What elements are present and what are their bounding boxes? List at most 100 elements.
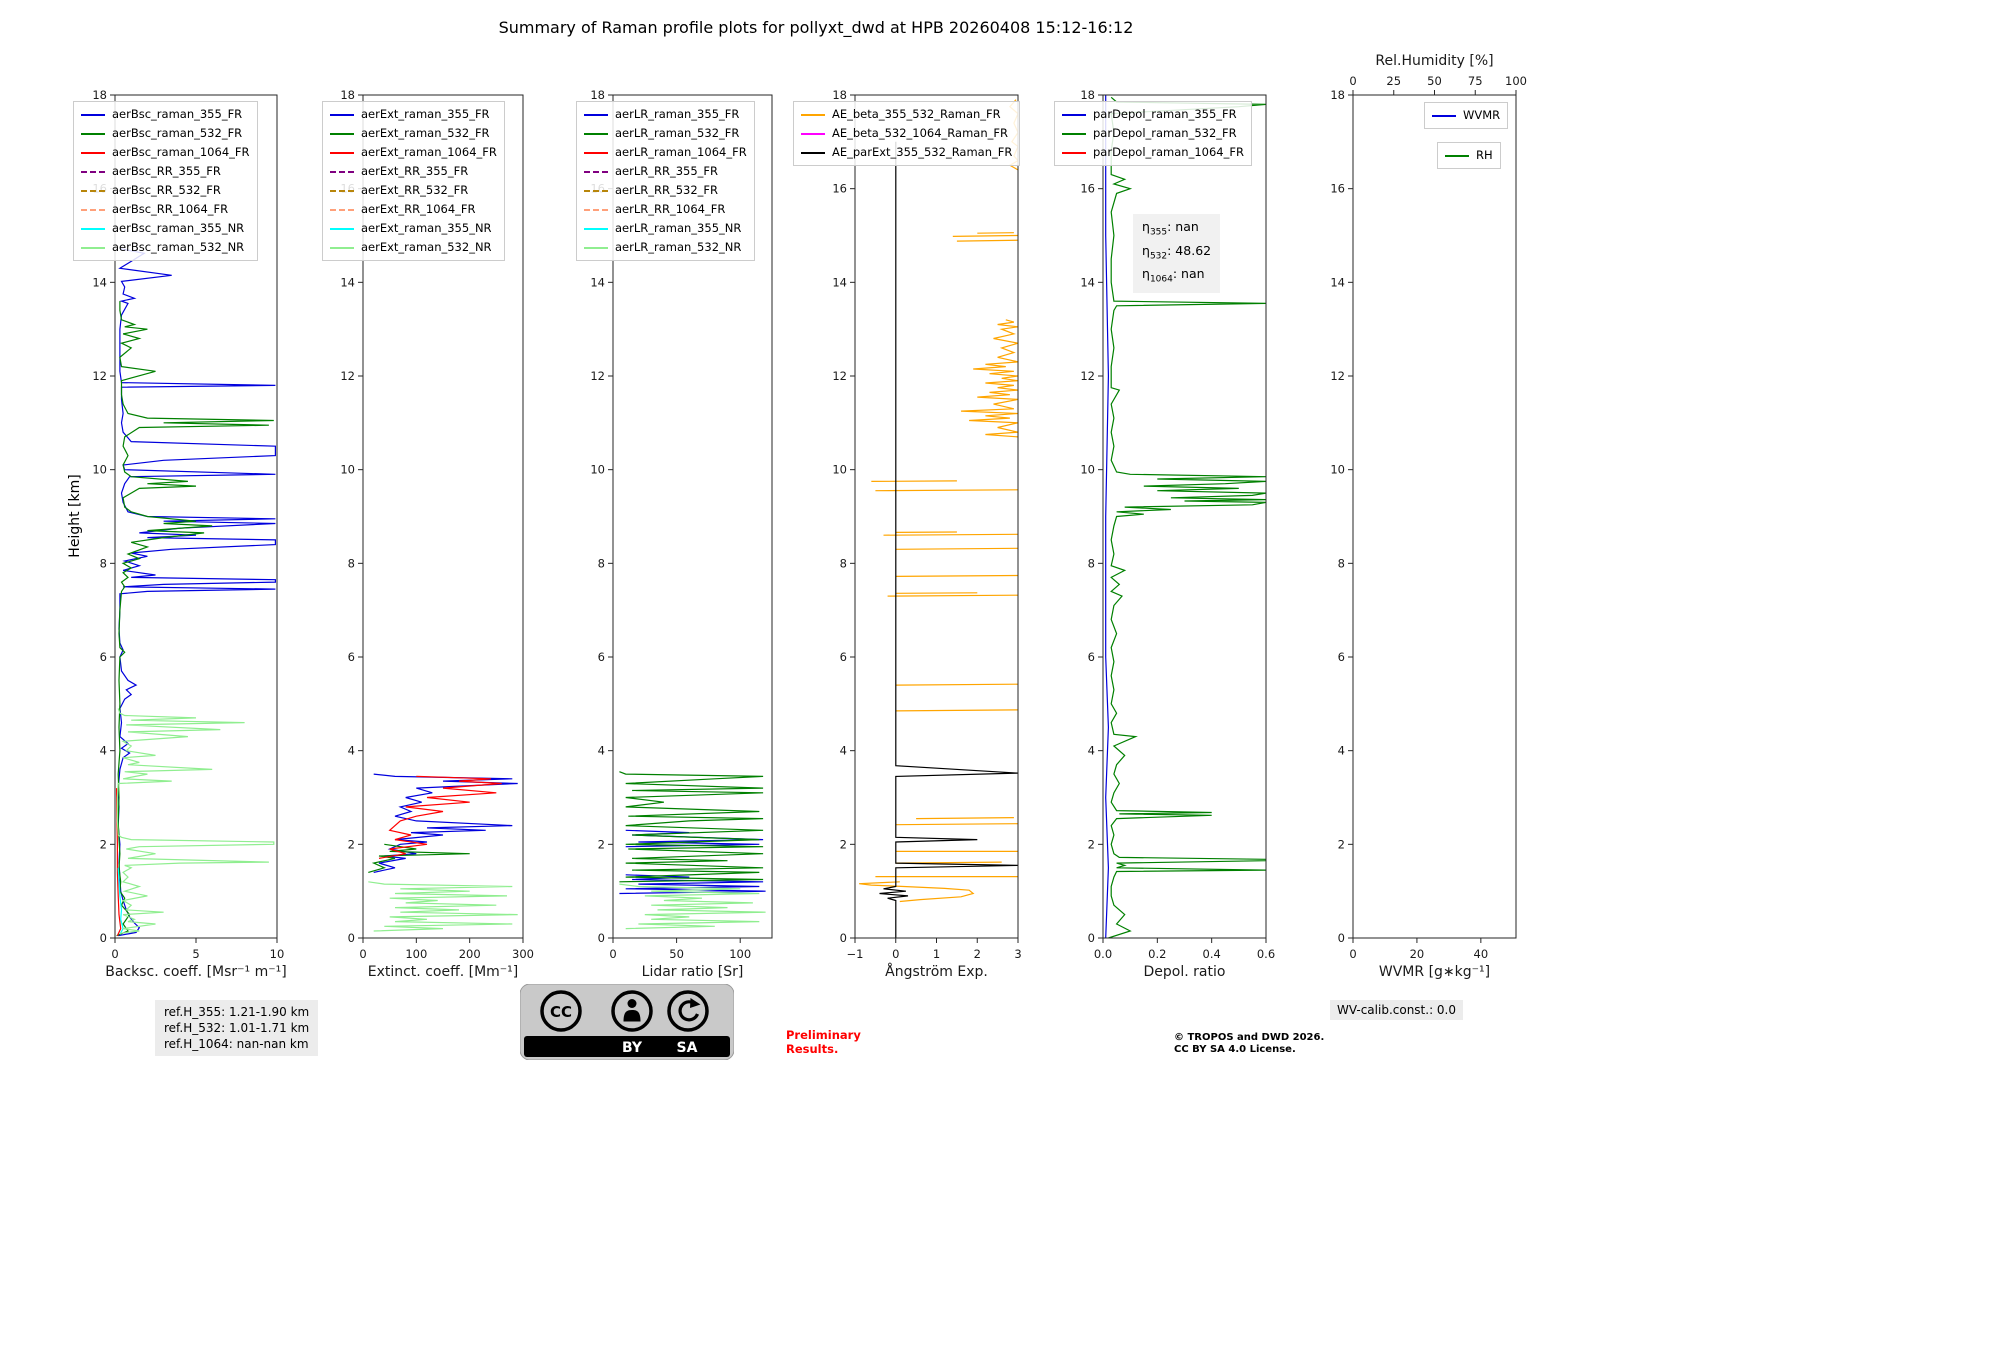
series-parDepol_raman_532_FR — [1108, 96, 1266, 938]
legend-label: aerExt_raman_355_FR — [361, 107, 490, 121]
ref-h-532: ref.H_532: 1.01-1.71 km — [164, 1021, 310, 1035]
svg-text:18: 18 — [590, 88, 605, 102]
eta-532-row: η532: 48.62 — [1142, 242, 1212, 262]
legend-line-swatch — [584, 113, 608, 116]
svg-text:0: 0 — [100, 931, 107, 945]
svg-text:2: 2 — [348, 837, 355, 851]
cc-license-badge: CC BY SA — [519, 983, 735, 1061]
svg-text:20: 20 — [1410, 947, 1425, 961]
svg-text:25: 25 — [1386, 74, 1401, 88]
series-AE_parExt_355_532_Raman_FR — [879, 141, 1018, 938]
svg-text:4: 4 — [1088, 744, 1095, 758]
svg-text:14: 14 — [340, 275, 355, 289]
x-ticks-backscatter: 0 5 10 — [111, 938, 284, 961]
panel-lidar_ratio: 050100024681012141618Lidar ratio [Sr] — [590, 88, 773, 980]
legend-lidar_ratio: aerLR_raman_355_FR aerLR_raman_532_FR aerL… — [576, 101, 755, 261]
svg-text:18: 18 — [832, 88, 847, 102]
svg-text:16: 16 — [1080, 182, 1095, 196]
legend-label: aerLR_RR_355_FR — [615, 164, 719, 178]
svg-text:0: 0 — [1088, 931, 1095, 945]
svg-text:1: 1 — [933, 947, 940, 961]
legend-entry: aerLR_raman_532_FR — [584, 124, 747, 143]
panel-extinction: 0100200300024681012141618Extinct. coeff.… — [340, 88, 534, 980]
svg-text:12: 12 — [92, 369, 107, 383]
panel-frame-extinction — [362, 94, 524, 939]
series-aerExt_raman_532_NR — [368, 881, 518, 932]
legend-line-swatch — [81, 246, 105, 249]
legend-line-swatch — [584, 151, 608, 154]
series-AE_beta_355_532_Raman_FR — [883, 533, 1018, 536]
svg-text:0: 0 — [111, 947, 118, 961]
svg-text:8: 8 — [100, 556, 107, 570]
legend-entry: parDepol_raman_532_FR — [1062, 124, 1244, 143]
svg-text:18: 18 — [1330, 88, 1345, 102]
series-AE_beta_355_532_Raman_FR — [895, 592, 978, 594]
svg-text:14: 14 — [1330, 275, 1345, 289]
legend-entry: aerExt_raman_355_FR — [330, 105, 497, 124]
preliminary-results-note: Preliminary Results. — [786, 1028, 861, 1056]
series-AE_beta_355_532_Raman_FR — [895, 823, 1018, 826]
panel-frame-lidar_ratio — [612, 94, 773, 939]
legend-entry: aerBsc_RR_1064_FR — [81, 200, 250, 219]
legend-depol: parDepol_raman_355_FR parDepol_raman_532_… — [1054, 101, 1252, 166]
top-axis-wvmr: 0 25 50 75 100 Rel.Humidity [%] — [1349, 53, 1527, 95]
attribution-person-icon — [611, 990, 653, 1032]
svg-text:−1: −1 — [847, 947, 864, 961]
series-aerLR_raman_532_FR — [619, 771, 764, 883]
series-aerBsc_raman_532_NR — [116, 708, 275, 934]
svg-text:SA: SA — [677, 1040, 698, 1056]
legend-line-swatch — [584, 189, 608, 192]
legend-entry: aerLR_raman_1064_FR — [584, 143, 747, 162]
svg-text:0.0: 0.0 — [1094, 947, 1112, 961]
series-AE_beta_355_532_Raman_FR — [895, 574, 1018, 578]
panel-series-extinction — [368, 773, 518, 932]
series-AE_beta_355_532_Raman_FR — [916, 817, 1014, 820]
svg-text:6: 6 — [100, 650, 107, 664]
x-ticks-wvmr: 0 20 40 — [1349, 938, 1488, 961]
legend-entry: aerExt_RR_532_FR — [330, 181, 497, 200]
svg-text:4: 4 — [840, 744, 847, 758]
svg-text:2: 2 — [1088, 837, 1095, 851]
legend-label: aerLR_raman_532_NR — [615, 240, 742, 254]
series-aerExt_raman_1064_FR — [378, 775, 502, 859]
legend-line-swatch — [330, 132, 354, 135]
svg-text:0: 0 — [359, 947, 366, 961]
svg-text:6: 6 — [840, 650, 847, 664]
svg-text:6: 6 — [348, 650, 355, 664]
legend-line-swatch — [81, 227, 105, 230]
eta-355-row: η355: nan — [1142, 219, 1199, 238]
panel-depol: 0.0 0.2 0.4 0.6 0 2 4 6 8 10 12 14 16 18 Depol. ratio — [1080, 88, 1275, 980]
series-aerExt_raman_532_FR — [368, 843, 470, 873]
legend-line-swatch — [1062, 132, 1086, 135]
legend-line-swatch — [81, 113, 105, 116]
legend-line-swatch — [584, 170, 608, 173]
series-AE_beta_355_532_Raman_FR — [960, 319, 1018, 438]
legend-label: aerExt_raman_532_FR — [361, 126, 490, 140]
svg-text:10: 10 — [92, 463, 107, 477]
series-AE_beta_355_532_Raman_FR — [956, 239, 1018, 242]
x-ticks-lidar_ratio: 0 50 100 — [609, 938, 751, 961]
legend-label: aerBsc_RR_532_FR — [112, 183, 221, 197]
legend-line-swatch — [330, 151, 354, 154]
svg-text:0: 0 — [1349, 947, 1356, 961]
legend-label: aerExt_raman_1064_FR — [361, 145, 497, 159]
svg-text:0.6: 0.6 — [1257, 947, 1275, 961]
legend-line-swatch — [330, 170, 354, 173]
legend-label: aerLR_raman_1064_FR — [615, 145, 747, 159]
legend-line-swatch — [81, 170, 105, 173]
legend-line-swatch — [584, 227, 608, 230]
panel-series-depol — [1105, 95, 1266, 938]
legend-line-swatch — [584, 132, 608, 135]
y-ticks-depol: 0 2 4 6 8 10 12 14 16 18 — [1080, 88, 1103, 945]
legend-label: aerLR_RR_532_FR — [615, 183, 719, 197]
svg-text:10: 10 — [270, 947, 285, 961]
legend-label: WVMR — [1463, 108, 1501, 122]
series-aerBsc_raman_355_FR — [117, 248, 276, 937]
legend-entry: aerLR_raman_532_NR — [584, 238, 747, 257]
legend-entry: aerExt_raman_532_FR — [330, 124, 497, 143]
legend-label: aerBsc_raman_532_NR — [112, 240, 245, 254]
svg-text:16: 16 — [832, 182, 847, 196]
svg-text:6: 6 — [598, 650, 605, 664]
